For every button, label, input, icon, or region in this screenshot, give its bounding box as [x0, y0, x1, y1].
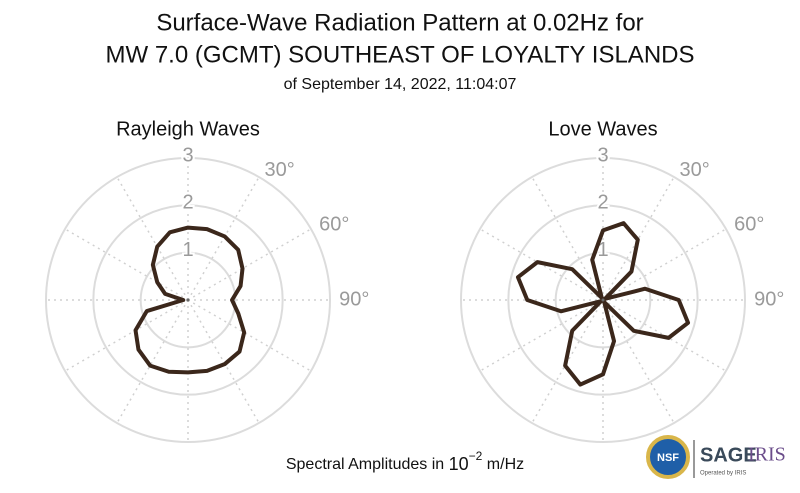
grid-spoke — [187, 299, 312, 372]
title-line: Surface-Wave Radiation Pattern at 0.02Hz… — [156, 9, 643, 36]
theta-tick-label: 60° — [734, 214, 764, 236]
footer-text: Spectral Amplitudes in — [286, 456, 444, 473]
pattern-line — [515, 221, 691, 387]
iris-text: IRIS — [748, 444, 786, 466]
sage-text: SAGE — [700, 444, 757, 466]
grid-spoke — [187, 176, 260, 301]
footer: Spectral Amplitudes in 10−2 m/Hz — [286, 448, 524, 474]
theta-tick-label: 30° — [680, 159, 710, 181]
grid-spoke — [602, 299, 675, 424]
footer-base: 10 — [449, 454, 469, 474]
grid-spoke — [116, 299, 189, 424]
theta-tick-label: 90° — [754, 288, 784, 310]
grid-circle — [45, 157, 331, 443]
footer-unit: m/Hz — [487, 456, 524, 473]
r-tick-label: 1 — [182, 239, 193, 261]
grid-spoke — [479, 299, 604, 372]
grid-circle — [139, 251, 237, 349]
subtitle: of September 14, 2022, 11:04:07 — [284, 76, 517, 93]
subplot-title: Rayleigh Waves — [116, 118, 260, 140]
nsf-text: NSF — [657, 452, 679, 464]
grid-spoke — [64, 228, 189, 301]
theta-tick-label: 60° — [319, 214, 349, 236]
logos: NSF SAGE IRIS Operated by IRIS — [646, 435, 786, 479]
grid-spoke — [116, 176, 189, 301]
grid-spoke — [187, 299, 260, 424]
grid-circle — [554, 251, 652, 349]
footer-exponent: −2 — [469, 449, 483, 463]
center-dot — [601, 298, 605, 302]
grid-spoke — [64, 299, 189, 372]
grid-spoke — [602, 228, 727, 301]
r-tick-label: 3 — [182, 144, 193, 166]
center-dot — [186, 298, 190, 302]
r-tick-label: 2 — [182, 192, 193, 214]
theta-tick-label: 90° — [339, 288, 369, 310]
subplot-title: Love Waves — [548, 118, 657, 140]
theta-tick-label: 30° — [265, 159, 295, 181]
grid-circle — [507, 204, 699, 396]
grid-spoke — [187, 228, 312, 301]
grid-spoke — [531, 176, 604, 301]
title-line: MW 7.0 (GCMT) SOUTHEAST OF LOYALTY ISLAN… — [106, 41, 695, 68]
grid-circle — [92, 204, 284, 396]
pattern-line — [133, 225, 247, 375]
r-tick-label: 3 — [597, 144, 608, 166]
operated-text: Operated by IRIS — [700, 471, 746, 477]
nsf-logo — [646, 435, 690, 479]
r-tick-label: 2 — [597, 192, 608, 214]
grid-circle — [460, 157, 746, 443]
